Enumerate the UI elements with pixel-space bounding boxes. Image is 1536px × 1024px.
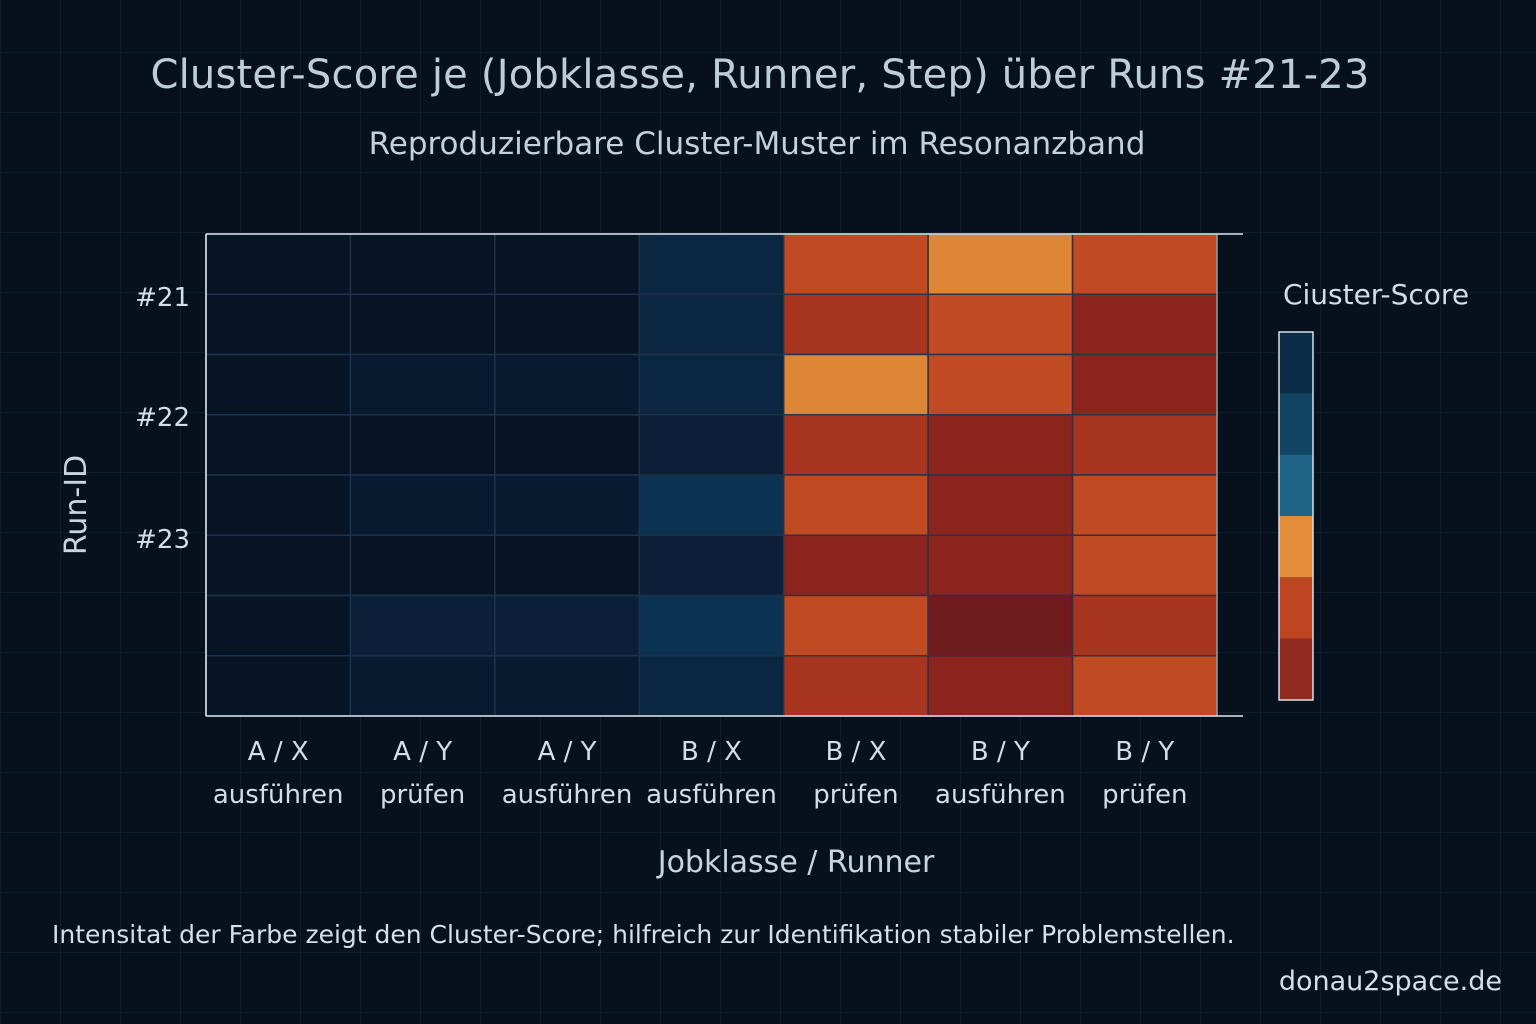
heatmap-cell bbox=[494, 474, 641, 536]
heatmap-cell bbox=[349, 414, 496, 476]
heatmap-cell bbox=[1071, 293, 1218, 356]
heatmap-cell bbox=[494, 594, 641, 657]
heatmap-cell bbox=[205, 233, 352, 295]
heatmap-cell bbox=[638, 594, 785, 657]
heatmap-cell bbox=[349, 594, 496, 657]
x-tick-label-line1: B / Y bbox=[1115, 737, 1174, 767]
heatmap-cell bbox=[782, 594, 929, 657]
heatmap-cell bbox=[205, 474, 352, 536]
x-tick-label-line2: ausführen bbox=[213, 780, 344, 810]
heatmap-cell bbox=[927, 414, 1074, 476]
x-axis-tick-labels: A / X ausführen A / Y prüfen A / Y ausführen B… bbox=[213, 737, 1188, 810]
heatmap-cell bbox=[1071, 655, 1218, 717]
y-axis-tick-labels: #21 #22 #23 bbox=[135, 283, 190, 555]
heatmap-cell bbox=[205, 353, 352, 416]
x-tick-label-line2: prüfen bbox=[813, 780, 898, 810]
heatmap-cell bbox=[927, 293, 1074, 356]
heatmap-cell bbox=[638, 233, 785, 295]
heatmap-cell bbox=[205, 293, 352, 356]
heatmap-cell bbox=[927, 655, 1074, 717]
colorbar-title: Ciuster-Score bbox=[1283, 278, 1469, 311]
heatmap-cell bbox=[927, 534, 1074, 597]
x-tick-label-line2: ausführen bbox=[502, 780, 633, 810]
x-tick-label-line2: ausführen bbox=[646, 780, 777, 810]
colorbar-bin bbox=[1279, 516, 1313, 578]
colorbar-bin bbox=[1279, 332, 1313, 394]
heatmap-cell bbox=[638, 353, 785, 416]
x-tick-label-line1: B / X bbox=[681, 737, 742, 767]
heatmap-cell bbox=[638, 474, 785, 536]
heatmap-cell bbox=[349, 655, 496, 717]
heatmap-cell bbox=[1071, 534, 1218, 597]
heatmap-cell bbox=[927, 233, 1074, 295]
heatmap-cell bbox=[205, 534, 352, 597]
y-axis-title: Run-ID bbox=[59, 455, 94, 555]
colorbar-bin bbox=[1279, 638, 1313, 700]
x-tick-label-line1: A / X bbox=[248, 737, 309, 767]
colorbar bbox=[1278, 331, 1314, 701]
heatmap-cell bbox=[494, 414, 641, 476]
heatmap-cell bbox=[205, 655, 352, 717]
heatmap-cell bbox=[494, 233, 641, 295]
heatmap-cell bbox=[1071, 594, 1218, 657]
heatmap-cell bbox=[782, 293, 929, 356]
heatmap-cells bbox=[205, 233, 1218, 717]
heatmap-cell bbox=[927, 594, 1074, 657]
heatmap-cell bbox=[494, 293, 641, 356]
colorbar-bin bbox=[1279, 577, 1313, 639]
heatmap-cell bbox=[494, 534, 641, 597]
heatmap-cell bbox=[782, 474, 929, 536]
x-tick-label-line2: prüfen bbox=[380, 780, 465, 810]
x-tick-label-line1: B / X bbox=[825, 737, 886, 767]
heatmap-cell bbox=[349, 233, 496, 295]
heatmap-cell bbox=[349, 534, 496, 597]
heatmap-cell bbox=[494, 655, 641, 717]
x-tick-label-line2: ausführen bbox=[935, 780, 1066, 810]
x-tick-label-line2: prüfen bbox=[1102, 780, 1187, 810]
heatmap-cell bbox=[349, 474, 496, 536]
heatmap-cell bbox=[927, 474, 1074, 536]
heatmap-cell bbox=[349, 353, 496, 416]
chart-title: Cluster-Score je (Jobklasse, Runner, Ste… bbox=[150, 52, 1370, 98]
x-tick-label-line1: A / Y bbox=[393, 737, 452, 767]
heatmap-cell bbox=[782, 534, 929, 597]
heatmap-cell bbox=[1071, 474, 1218, 536]
plot-frame bbox=[205, 233, 1243, 717]
heatmap-cell bbox=[1071, 233, 1218, 295]
heatmap-cell bbox=[927, 353, 1074, 416]
heatmap-cell bbox=[638, 414, 785, 476]
heatmap-cell bbox=[638, 655, 785, 717]
heatmap-cell bbox=[782, 655, 929, 717]
x-tick-label-line1: A / Y bbox=[538, 737, 597, 767]
heatmap-cell bbox=[205, 594, 352, 657]
colorbar-bin bbox=[1279, 393, 1313, 455]
site-credit[interactable]: donau2space.de bbox=[1278, 966, 1502, 997]
heatmap-cell bbox=[1071, 353, 1218, 416]
y-tick-label: #23 bbox=[135, 525, 190, 555]
colorbar-border bbox=[1278, 331, 1314, 701]
x-axis-title: Jobklasse / Runner bbox=[656, 845, 935, 880]
heatmap-cell bbox=[1071, 414, 1218, 476]
x-tick-label-line1: B / Y bbox=[971, 737, 1030, 767]
heatmap-cell bbox=[782, 233, 929, 295]
heatmap-cell bbox=[205, 414, 352, 476]
heatmap-cell bbox=[782, 353, 929, 416]
chart-subtitle: Reproduzierbare Cluster-Muster im Resona… bbox=[368, 126, 1146, 162]
heatmap-cell bbox=[638, 534, 785, 597]
y-tick-label: #22 bbox=[135, 403, 190, 433]
heatmap-cell bbox=[494, 353, 641, 416]
footnote: Intensitat der Farbe zeigt den Cluster-S… bbox=[52, 920, 1235, 949]
colorbar-bin bbox=[1279, 454, 1313, 516]
y-tick-label: #21 bbox=[135, 283, 190, 313]
heatmap-cell bbox=[638, 293, 785, 356]
heatmap-cell bbox=[349, 293, 496, 356]
heatmap-cell bbox=[782, 414, 929, 476]
